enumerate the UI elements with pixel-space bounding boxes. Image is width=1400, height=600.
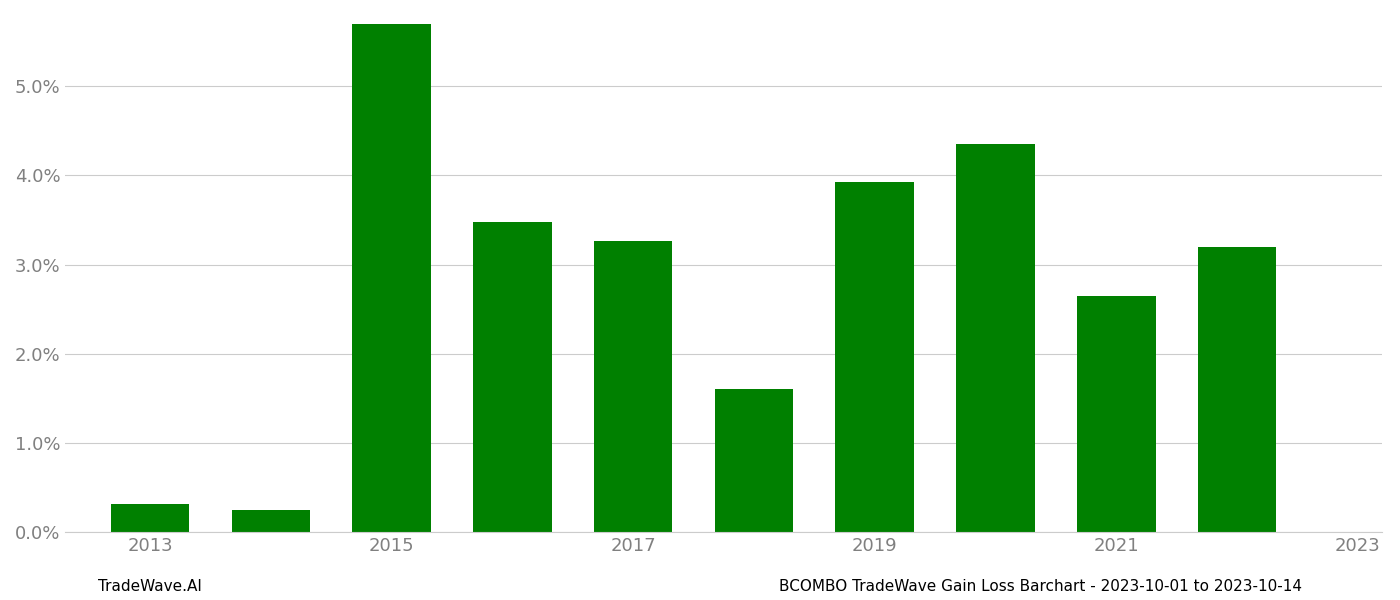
Bar [111, 503, 189, 532]
Bar [594, 241, 672, 532]
Bar [956, 144, 1035, 532]
Bar [231, 510, 309, 532]
Bar [1198, 247, 1277, 532]
Bar [473, 222, 552, 532]
Bar [715, 389, 794, 532]
Bar [1077, 296, 1155, 532]
Text: BCOMBO TradeWave Gain Loss Barchart - 2023-10-01 to 2023-10-14: BCOMBO TradeWave Gain Loss Barchart - 20… [778, 579, 1302, 594]
Bar [353, 24, 431, 532]
Text: TradeWave.AI: TradeWave.AI [98, 579, 202, 594]
Bar [836, 182, 914, 532]
